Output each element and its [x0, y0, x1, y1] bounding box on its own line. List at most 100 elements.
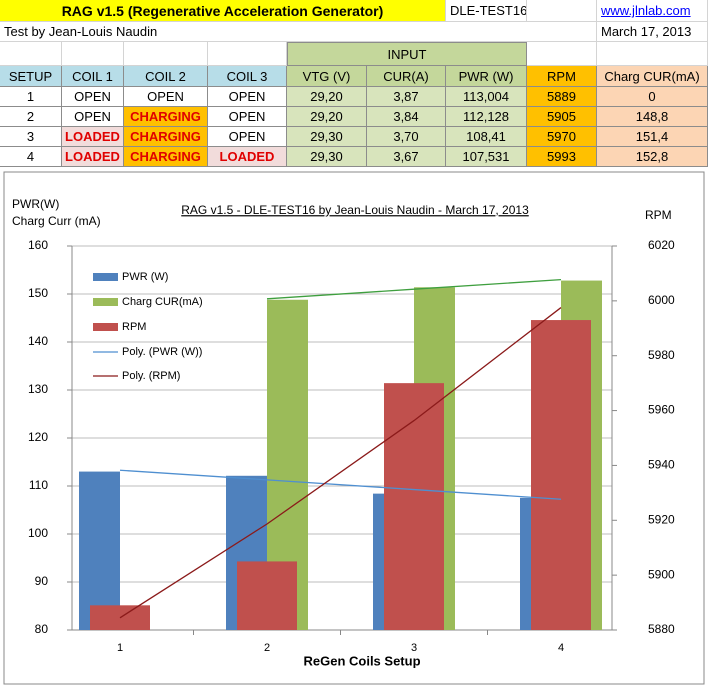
chart: RAG v1.5 - DLE-TEST16 by Jean-Louis Naud… [3, 171, 705, 685]
legend-label: PWR (W) [122, 271, 168, 283]
column-header: PWR (W) [446, 66, 527, 87]
data-cell: 3,70 [367, 127, 446, 147]
data-cell: 29,30 [287, 127, 367, 147]
data-cell: 29,20 [287, 87, 367, 107]
y-tick-label: 90 [35, 574, 49, 588]
legend-label: RPM [122, 321, 146, 333]
column-header: SETUP [0, 66, 62, 87]
column-header: Charg CUR(mA) [597, 66, 708, 87]
data-cell: 29,30 [287, 147, 367, 167]
y-tick-label: 80 [35, 622, 49, 636]
status-cell: CHARGING [124, 147, 208, 167]
data-cell: 152,8 [597, 147, 708, 167]
y-axis-title: Charg Curr (mA) [12, 214, 101, 228]
legend-swatch [93, 298, 118, 306]
data-cell: OPEN [124, 87, 208, 107]
bar [531, 320, 591, 630]
y2-axis-title: RPM [645, 208, 672, 222]
test-id: DLE-TEST16 [446, 0, 527, 22]
y2-tick-label: 5960 [648, 403, 675, 417]
empty-cell [527, 42, 597, 66]
legend-label: Poly. (PWR (W)) [122, 346, 202, 358]
data-cell: OPEN [208, 87, 287, 107]
y2-tick-label: 5920 [648, 512, 675, 526]
data-cell: 5905 [527, 107, 597, 127]
data-cell: 5993 [527, 147, 597, 167]
y2-tick-label: 6000 [648, 293, 675, 307]
data-cell: 5889 [527, 87, 597, 107]
data-cell: 3,87 [367, 87, 446, 107]
data-cell: 29,20 [287, 107, 367, 127]
empty-cell [597, 42, 708, 66]
column-header: VTG (V) [287, 66, 367, 87]
y-tick-label: 110 [29, 478, 48, 492]
column-header: RPM [527, 66, 597, 87]
data-cell: 107,531 [446, 147, 527, 167]
data-cell: 1 [0, 87, 62, 107]
data-cell: 108,41 [446, 127, 527, 147]
sheet-title: RAG v1.5 (Regenerative Acceleration Gene… [0, 0, 446, 22]
bar [384, 383, 444, 630]
legend-label: Charg CUR(mA) [122, 296, 203, 308]
data-cell: 112,128 [446, 107, 527, 127]
data-cell: 2 [0, 107, 62, 127]
chart-title: RAG v1.5 - DLE-TEST16 by Jean-Louis Naud… [181, 203, 529, 217]
status-cell: CHARGING [124, 107, 208, 127]
data-cell: 3,84 [367, 107, 446, 127]
empty-cell [527, 0, 597, 22]
y2-tick-label: 5940 [648, 458, 675, 472]
y-tick-label: 140 [28, 334, 48, 348]
y2-tick-label: 6020 [648, 238, 675, 252]
data-cell: OPEN [62, 107, 124, 127]
x-tick-label: 4 [558, 642, 564, 654]
column-header: COIL 2 [124, 66, 208, 87]
status-cell: LOADED [62, 147, 124, 167]
y-tick-label: 120 [28, 430, 48, 444]
data-cell: 3 [0, 127, 62, 147]
legend-swatch [93, 323, 118, 331]
y-axis-title: PWR(W) [12, 197, 59, 211]
data-cell: 0 [597, 87, 708, 107]
y2-tick-label: 5880 [648, 622, 675, 636]
column-header: CUR(A) [367, 66, 446, 87]
bar [79, 471, 120, 630]
data-cell: OPEN [208, 107, 287, 127]
trendline [119, 469, 562, 500]
date: March 17, 2013 [597, 22, 708, 42]
bar [237, 561, 297, 630]
x-axis-title: ReGen Coils Setup [303, 653, 420, 668]
website-link[interactable]: www.jlnlab.com [597, 0, 708, 22]
trendline [266, 278, 562, 300]
x-tick-label: 2 [264, 642, 270, 654]
data-cell: 3,67 [367, 147, 446, 167]
status-cell: CHARGING [124, 127, 208, 147]
y-tick-label: 160 [28, 238, 48, 252]
data-cell: 113,004 [446, 87, 527, 107]
status-cell: LOADED [208, 147, 287, 167]
data-cell: OPEN [62, 87, 124, 107]
y-tick-label: 130 [28, 382, 48, 396]
legend-label: Poly. (RPM) [122, 370, 180, 382]
y2-tick-label: 5980 [648, 348, 675, 362]
y-tick-label: 150 [28, 286, 48, 300]
author: Test by Jean-Louis Naudin [0, 22, 597, 42]
column-header: COIL 3 [208, 66, 287, 87]
data-cell: 5970 [527, 127, 597, 147]
x-tick-label: 1 [117, 642, 123, 654]
empty-cell [124, 42, 208, 66]
data-cell: 148,8 [597, 107, 708, 127]
empty-cell [0, 42, 62, 66]
trendline [119, 307, 562, 619]
data-cell: OPEN [208, 127, 287, 147]
x-tick-label: 3 [411, 642, 417, 654]
column-header: COIL 1 [62, 66, 124, 87]
empty-cell [62, 42, 124, 66]
empty-cell [208, 42, 287, 66]
group-header: INPUT [287, 42, 527, 66]
legend-swatch [93, 273, 118, 281]
data-cell: 4 [0, 147, 62, 167]
y2-tick-label: 5900 [648, 567, 675, 581]
status-cell: LOADED [62, 127, 124, 147]
data-cell: 151,4 [597, 127, 708, 147]
